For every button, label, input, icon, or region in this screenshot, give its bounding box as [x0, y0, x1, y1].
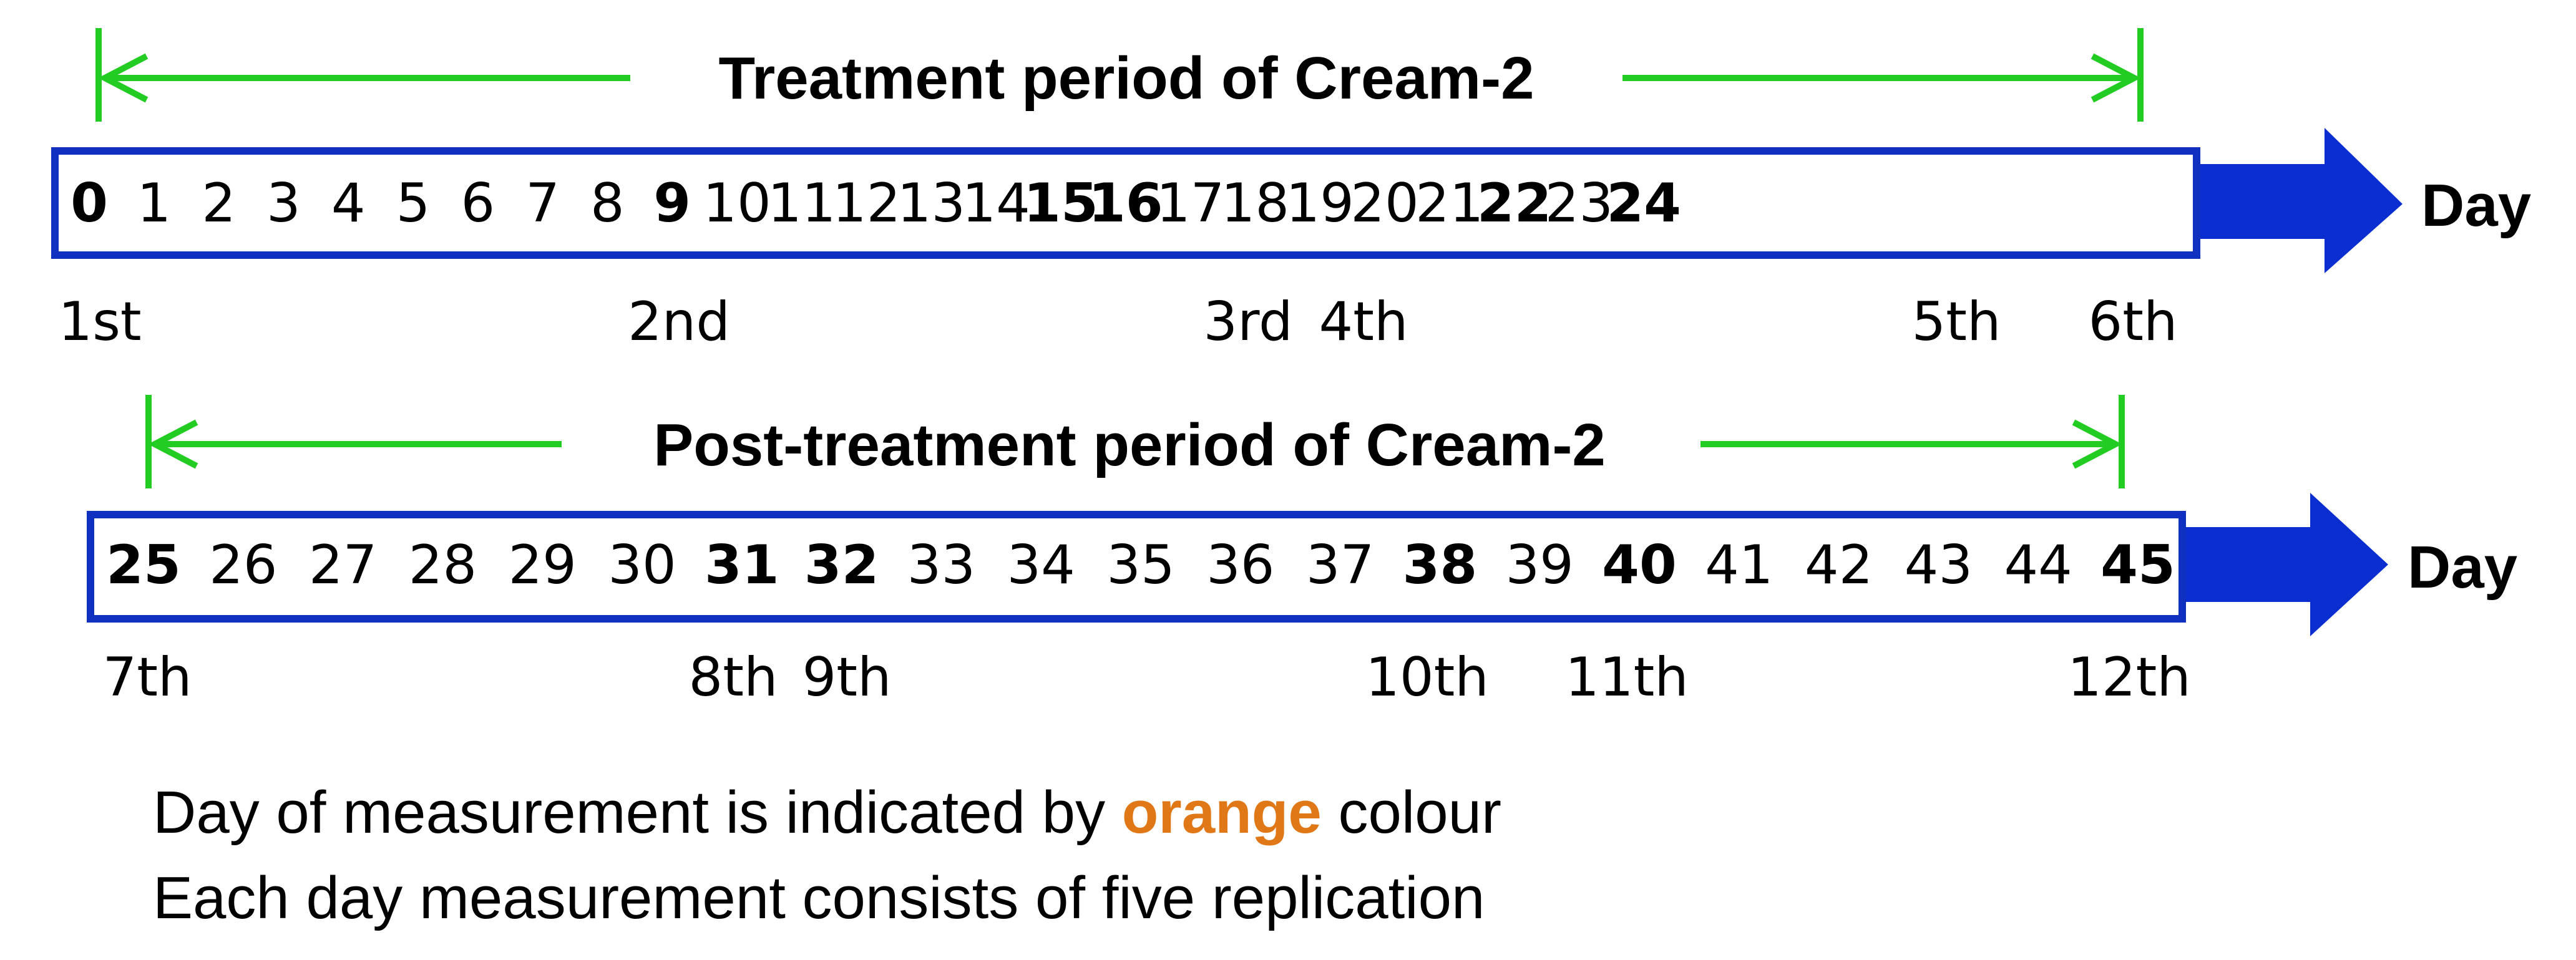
- bracket-right-arrowhead: [2091, 53, 2141, 103]
- day-number: 26: [209, 534, 277, 596]
- day-number: 7: [525, 172, 560, 235]
- measurement-ordinal-label: 2nd: [628, 291, 730, 353]
- treatment-day-arrow: [2197, 128, 2403, 273]
- day-number: 21: [1415, 172, 1483, 235]
- treatment-day-axis-label: Day: [2421, 172, 2531, 239]
- post-treatment-timeline: Post-treatment period of Cream-2 25 26 27 2…: [87, 395, 2517, 709]
- measurement-ordinal-label: 7th: [103, 646, 192, 709]
- measurement-ordinal-label: 11th: [1565, 646, 1689, 709]
- day-number: 14: [962, 172, 1030, 235]
- day-number: 8: [590, 172, 625, 235]
- note-orange-word: orange: [1121, 779, 1322, 846]
- day-number: 20: [1350, 172, 1418, 235]
- day-number: 43: [1905, 534, 1973, 596]
- treatment-timeline: Treatment period of Cream-2 0 1 2 3 4 5 6 7 8 9 10…: [51, 28, 2531, 353]
- day-number: 11: [768, 172, 836, 235]
- day-number: 42: [1805, 534, 1873, 596]
- measurement-ordinal-label: 6th: [2089, 291, 2178, 353]
- day-number: 3: [266, 172, 301, 235]
- post-treatment-period-title: Post-treatment period of Cream-2: [653, 412, 1606, 478]
- post-treatment-day-axis-label: Day: [2408, 534, 2517, 601]
- day-number: 12: [832, 172, 900, 235]
- note-line1-suffix: colour: [1321, 779, 1501, 846]
- measurement-ordinal-label: 3rd: [1203, 291, 1292, 353]
- day-number: 35: [1106, 534, 1174, 596]
- measurement-day-number: 9: [653, 172, 691, 235]
- treatment-day-box: [51, 147, 2200, 259]
- day-number: 2: [202, 172, 236, 235]
- day-number: 17: [1156, 172, 1224, 235]
- post-treatment-day-numbers: 25 26 27 28 29 30 31 32 33 34 35 36 37 38 39 40 41 42 43 44…: [106, 534, 2175, 596]
- day-number: 41: [1705, 534, 1773, 596]
- measurement-day-number: 32: [804, 534, 879, 596]
- bracket-left-arrowhead: [148, 419, 198, 469]
- day-number: 44: [2004, 534, 2072, 596]
- measurement-ordinal-label: 9th: [803, 646, 892, 709]
- day-number: 30: [608, 534, 676, 596]
- measurement-day-number: 15: [1023, 172, 1098, 235]
- post-treatment-measurement-ordinals: 7th 8th 9th 10th 11th 12th: [103, 646, 2191, 709]
- post-treatment-day-arrow: [2182, 493, 2388, 636]
- measurement-day-number: 24: [1606, 172, 1681, 235]
- bracket-right-arrowhead: [2072, 419, 2122, 469]
- measurement-day-number: 31: [705, 534, 779, 596]
- measurement-day-number: 25: [106, 534, 181, 596]
- day-number: 18: [1221, 172, 1289, 235]
- treatment-measurement-ordinals: 1st 2nd 3rd 4th 5th 6th: [58, 291, 2177, 353]
- treatment-period-title: Treatment period of Cream-2: [719, 45, 1534, 112]
- treatment-period-bracket: Treatment period of Cream-2: [95, 28, 2144, 122]
- day-number: 34: [1007, 534, 1075, 596]
- measurement-ordinal-label: 8th: [689, 646, 778, 709]
- post-treatment-day-box: [87, 511, 2186, 623]
- day-number: 37: [1306, 534, 1374, 596]
- day-number: 4: [331, 172, 366, 235]
- note-orange-colour: Day of measurement is indicated by orang…: [153, 778, 1501, 847]
- day-number: 13: [897, 172, 965, 235]
- measurement-ordinal-label: 5th: [1912, 291, 2001, 353]
- note-line1-prefix: Day of measurement is indicated by: [153, 779, 1122, 846]
- day-number: 33: [907, 534, 975, 596]
- measurement-day-number: 40: [1602, 534, 1677, 596]
- post-treatment-period-bracket: Post-treatment period of Cream-2: [145, 395, 2125, 488]
- day-number: 1: [137, 172, 171, 235]
- measurement-day-number: 38: [1403, 534, 1478, 596]
- day-number: 23: [1545, 172, 1613, 235]
- day-number: 10: [703, 172, 771, 235]
- day-number: 39: [1505, 534, 1573, 596]
- measurement-ordinal-label: 1st: [58, 291, 141, 353]
- measurement-day-number: 16: [1088, 172, 1163, 235]
- measurement-ordinal-label: 4th: [1319, 291, 1408, 353]
- day-number: 36: [1206, 534, 1274, 596]
- day-number: 5: [396, 172, 431, 235]
- measurement-ordinal-label: 10th: [1365, 646, 1489, 709]
- day-number: 27: [309, 534, 377, 596]
- measurement-day-number: 0: [71, 172, 108, 235]
- day-number: 28: [409, 534, 477, 596]
- day-number: 29: [508, 534, 576, 596]
- day-number: 19: [1286, 172, 1354, 235]
- day-number: 6: [461, 172, 495, 235]
- measurement-day-number: 45: [2100, 534, 2175, 596]
- note-five-replications: Each day measurement consists of five re…: [153, 865, 1485, 931]
- measurement-day-number: 22: [1477, 172, 1552, 235]
- bracket-left-arrowhead: [98, 53, 149, 103]
- measurement-ordinal-label: 12th: [2067, 646, 2191, 709]
